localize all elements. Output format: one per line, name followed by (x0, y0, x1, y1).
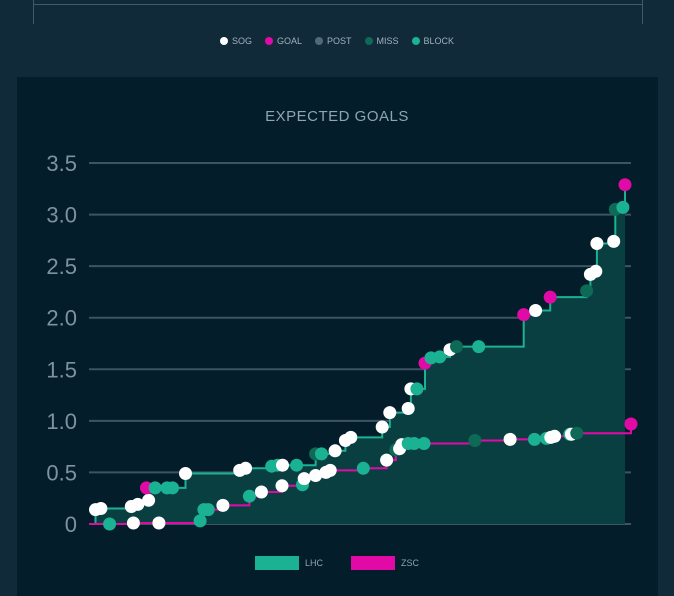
lhc-shot-block (433, 350, 447, 364)
shot-legend-label: POST (326, 36, 352, 46)
team-legend-label: ZSC (401, 558, 419, 568)
team-legend-label: LHC (304, 558, 323, 568)
zsc-shot-block (193, 514, 207, 528)
legend-dot-icon (264, 37, 273, 45)
zsc-shot-sog (126, 516, 140, 530)
zsc-shot-sog (254, 485, 268, 499)
chart-title: EXPECTED GOALS (265, 108, 409, 125)
y-tick-label: 1.0 (46, 409, 77, 434)
team-legend: LHC ZSC (0, 556, 674, 570)
lhc-shot-sog (239, 461, 253, 475)
shot-legend-label: SOG (231, 36, 252, 46)
zsc-shot-miss (570, 426, 584, 440)
y-tick-label: 0 (65, 512, 77, 537)
shot-legend-item-miss[interactable]: MISS (364, 36, 399, 46)
lhc-shot-sog (529, 304, 543, 317)
shot-legend-label: GOAL (276, 36, 302, 46)
zsc-shot-sog (275, 479, 289, 493)
y-tick-label: 1.5 (46, 357, 77, 382)
zsc-shot-block (201, 503, 215, 517)
shot-type-legend: SOG GOAL POST MISS BLOCK (0, 36, 674, 46)
y-tick-label: 2.0 (46, 306, 77, 331)
zsc-shot-sog (503, 432, 517, 446)
lhc-shot-block (290, 458, 304, 472)
zsc-shot-block (417, 437, 431, 450)
shot-legend-item-sog[interactable]: SOG (219, 36, 252, 46)
legend-dot-icon (411, 37, 420, 45)
lhc-shot-sog (131, 497, 145, 511)
y-tick-label: 3.0 (46, 203, 77, 228)
lhc-shot-block (472, 340, 486, 354)
legend-dot-icon (219, 37, 228, 45)
team-legend-item-zsc[interactable]: ZSC (351, 556, 419, 570)
y-tick-label: 0.5 (46, 460, 77, 485)
lhc-shot-sog (589, 264, 603, 278)
shot-legend-label: BLOCK (423, 36, 455, 46)
team-legend-item-lhc[interactable]: LHC (254, 556, 323, 570)
zsc-shot-sog (380, 453, 394, 467)
zsc-shot-sog (309, 469, 323, 482)
lhc-shot-sog (401, 402, 415, 415)
zsc-shot-block (103, 517, 117, 531)
zsc-shot-block (242, 489, 256, 503)
lhc-shot-sog (276, 458, 289, 472)
lhc-shot-sog (607, 234, 621, 248)
legend-dot-icon (364, 37, 373, 45)
lhc-shot-sog (94, 502, 108, 515)
lhc-shot-sog (590, 237, 604, 250)
legend-swatch (254, 556, 299, 570)
lhc-shot-sog (142, 493, 156, 507)
lhc-shot-block (148, 481, 162, 495)
lhc-shot-block (166, 481, 179, 495)
lhc-shot-goal (517, 308, 531, 322)
previous-panel-frame (33, 0, 643, 24)
lhc-shot-block (410, 382, 424, 396)
zsc-shot-sog (152, 516, 166, 530)
lhc-shot-block (616, 200, 630, 214)
zsc-shot-block (407, 437, 421, 450)
lhc-shot-sog (383, 406, 397, 420)
shot-legend-item-block[interactable]: BLOCK (411, 36, 455, 46)
lhc-shot-sog (375, 420, 389, 434)
zsc-shot-block (356, 461, 370, 475)
legend-swatch (351, 556, 395, 570)
zsc-shot-block (528, 432, 541, 446)
y-tick-label: 2.5 (46, 254, 77, 279)
zsc-shot-goal (624, 417, 638, 431)
zsc-shot-miss (468, 434, 482, 447)
lhc-area (89, 184, 625, 524)
y-tick-label: 3.5 (46, 151, 77, 176)
lhc-shot-miss (450, 340, 463, 354)
lhc-shot-goal (618, 178, 632, 192)
lhc-shot-sog (344, 430, 358, 444)
lhc-shot-miss (580, 284, 594, 298)
lhc-shot-sog (179, 467, 192, 480)
zsc-shot-sog (548, 429, 562, 443)
lhc-shot-block (315, 447, 328, 461)
lhc-shot-sog (328, 444, 342, 458)
shot-legend-item-goal[interactable]: GOAL (264, 36, 302, 46)
legend-dot-icon (314, 37, 323, 45)
shot-legend-label: MISS (376, 36, 399, 46)
lhc-shot-goal (543, 290, 557, 304)
shot-legend-item-post[interactable]: POST (314, 36, 352, 46)
zsc-shot-sog (323, 463, 337, 477)
zsc-shot-sog (297, 472, 311, 486)
zsc-shot-sog (216, 498, 230, 512)
